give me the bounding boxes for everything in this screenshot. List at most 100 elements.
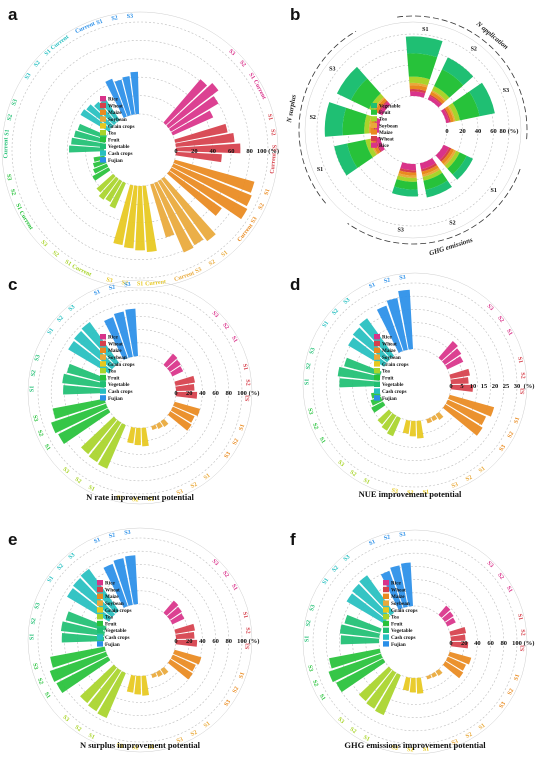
- bar-label: S3: [309, 604, 317, 612]
- legend-label: Maize: [108, 348, 122, 354]
- bar-label: S2: [465, 475, 473, 483]
- grid-ring: [77, 577, 203, 703]
- legend-label: Fujian: [108, 158, 123, 164]
- legend-swatch: [383, 614, 389, 620]
- bar-label: Current: [237, 223, 255, 243]
- legend-swatch: [97, 580, 103, 586]
- legend-label: Fruit: [108, 137, 120, 143]
- bar-tea: [386, 416, 401, 437]
- stack-segment-soybean: [422, 167, 441, 177]
- bar-tea: [88, 420, 122, 463]
- bar-label: S2: [507, 688, 515, 696]
- bar-label: S1: [148, 745, 155, 752]
- panel-label-c: c: [8, 275, 17, 294]
- bar-label: S2: [108, 532, 116, 539]
- bar-fujian: [104, 317, 128, 360]
- bar-fruit: [58, 408, 111, 444]
- legend-swatch: [371, 103, 377, 109]
- radial-tick-label: 15: [481, 383, 488, 390]
- legend-swatch: [100, 150, 106, 156]
- bar-label: S3: [34, 602, 42, 610]
- stack-segment-tea: [396, 175, 417, 182]
- bar-label: S3: [309, 347, 317, 355]
- legend-label: Soybean: [379, 123, 398, 129]
- bar-soybean: [431, 672, 438, 678]
- stack-segment-fruit: [394, 179, 418, 190]
- grid-ring: [77, 329, 203, 455]
- radial-tick-label: 40: [199, 390, 206, 397]
- legend-swatch: [374, 361, 380, 367]
- bar-label: S1: [96, 19, 104, 27]
- bar-wheat: [174, 123, 228, 143]
- bar-label: S1: [368, 282, 376, 290]
- bar-label: S3: [24, 72, 32, 81]
- bar-fujian: [105, 78, 127, 118]
- radial-tick-label: 100 (%): [257, 148, 279, 155]
- bar-label: S2: [311, 422, 319, 430]
- legend-swatch: [97, 600, 103, 606]
- bar-label: S3: [31, 415, 38, 423]
- bar-rice: [445, 617, 456, 627]
- bar-label: S2: [132, 497, 139, 503]
- radial-axis: 0 20 40 60 80 (%): [445, 128, 518, 135]
- bar-vegetable: [340, 635, 380, 645]
- bar-fujian: [113, 311, 133, 358]
- legend-swatch: [100, 354, 106, 360]
- bar-label: S2: [238, 60, 247, 69]
- bar-cash-crops: [352, 583, 390, 620]
- bar-label: S2: [74, 477, 83, 486]
- panel-f: S3S2S1S1S2S3S1S2S3S1S2S3S1S2S3S1S2S3S1S2…: [302, 529, 534, 755]
- legend-swatch: [383, 607, 389, 613]
- legend-swatch: [383, 580, 389, 586]
- radial-tick-label: 0: [174, 148, 177, 155]
- bar-label: S3: [499, 701, 508, 710]
- bar-fujian: [400, 562, 414, 607]
- legend-swatch: [100, 109, 106, 115]
- bar-vegetable: [344, 614, 382, 633]
- bar-fujian: [390, 565, 408, 608]
- bar-soybean: [435, 411, 444, 420]
- bar-label: S1: [241, 611, 248, 619]
- bar-label: S2: [496, 315, 505, 324]
- bar-wheat: [450, 384, 474, 392]
- bar-label: S3: [116, 743, 123, 750]
- radial-tick-label: 60: [490, 128, 497, 135]
- caption-d: NUE improvement potential: [359, 489, 462, 499]
- bar-label: S2: [208, 259, 217, 267]
- bar-label: S1: [322, 320, 331, 329]
- stack-segment-soybean: [447, 105, 456, 122]
- bar-maize: [173, 159, 255, 193]
- radial-tick-label: 100: [237, 390, 247, 397]
- bar-label: S1: [266, 113, 273, 121]
- bar-tea: [98, 176, 119, 200]
- bar-label: Current: [145, 279, 166, 287]
- radial-tick-label: 60: [487, 640, 494, 647]
- bar-label: S1: [238, 672, 246, 680]
- bar-label: S3: [451, 482, 459, 490]
- radial-tick-label: 0: [174, 390, 177, 397]
- stack-segment-vegetable: [405, 36, 443, 58]
- legend-swatch: [371, 142, 377, 148]
- grid-ring: [339, 566, 491, 718]
- bar-wheat: [175, 151, 222, 163]
- bar-label: S1: [478, 723, 487, 732]
- legend-label: Soybean: [108, 117, 127, 123]
- legend-label: Fruit: [108, 375, 120, 381]
- bar-label: S1: [47, 327, 56, 336]
- bar-label: S3: [391, 488, 398, 495]
- panel-e: S3S2S1S1S2S3S1S2S3S1S2S3S1S2S3S1S2S3S1S2…: [27, 527, 259, 753]
- radial-tick-label: 20: [186, 638, 193, 645]
- bar-maize: [445, 656, 466, 671]
- panel-label-f: f: [290, 530, 296, 549]
- legend-swatch: [97, 614, 103, 620]
- bar-label: S2: [121, 280, 128, 287]
- bar-vegetable: [66, 363, 107, 383]
- bar-fujian: [376, 305, 403, 353]
- radial-tick-label: 40: [474, 640, 481, 647]
- bar-label: Current: [252, 79, 267, 100]
- bar-cash-crops: [73, 578, 115, 618]
- bar-vegetable: [77, 123, 107, 139]
- grid-ring: [312, 282, 518, 488]
- radial-tick-label: 0: [445, 128, 448, 135]
- bar-fruit: [50, 646, 106, 668]
